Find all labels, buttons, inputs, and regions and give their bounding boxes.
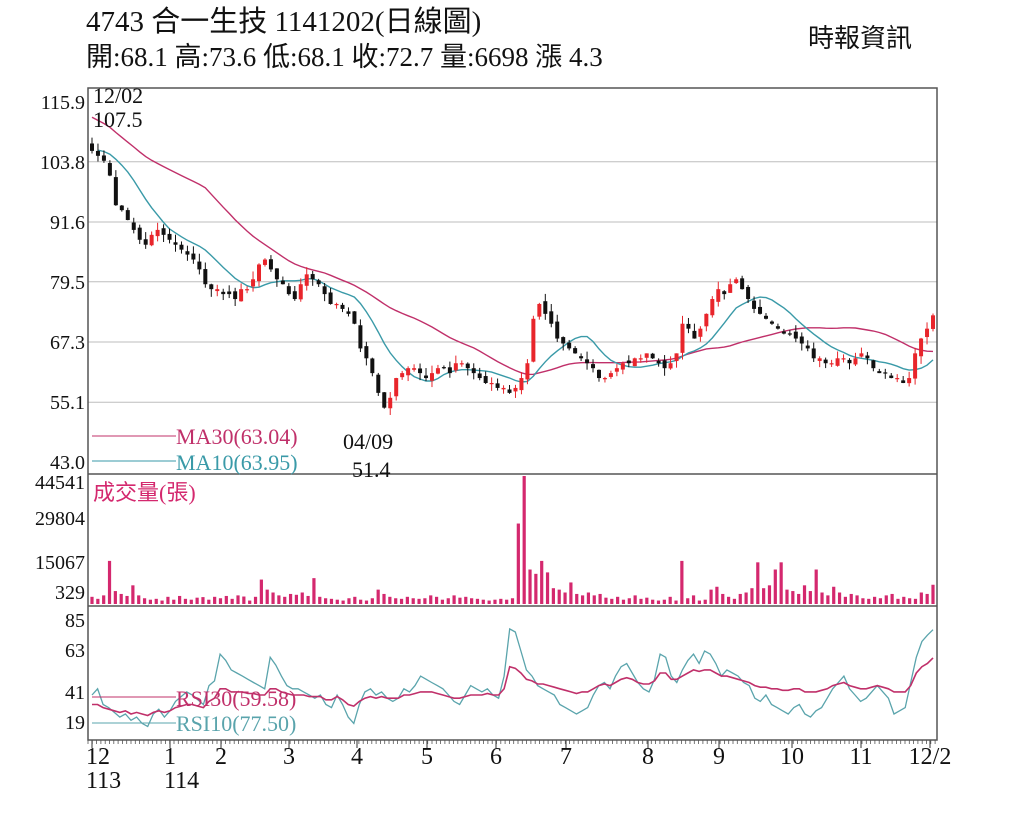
rsi10-legend: RSI10(77.50) <box>176 711 296 736</box>
volume-tick-label: 44541 <box>35 472 85 494</box>
x-tick-label: 2 <box>215 744 227 770</box>
price-tick-label: 115.9 <box>41 92 85 114</box>
high-date: 12/02 <box>93 83 143 108</box>
volume-tick-label: 15067 <box>35 552 85 574</box>
ma30-line <box>91 116 934 376</box>
x-tick-label: 1 <box>164 744 176 770</box>
price-tick-label: 55.1 <box>50 392 85 414</box>
x-tick-label: 9 <box>713 744 725 770</box>
price-tick-label: 43.0 <box>50 452 85 474</box>
rsi30-legend: RSI30(59.58) <box>176 686 296 711</box>
high-value: 107.5 <box>93 107 143 132</box>
x-year-label: 114 <box>164 768 199 794</box>
low-date: 04/09 <box>343 429 393 454</box>
ma30-legend: MA30(63.04) <box>176 424 298 449</box>
volume-tick-label: 29804 <box>35 508 85 530</box>
x-tick-label: 5 <box>421 744 433 770</box>
axis-labels: 115.9103.891.679.567.355.143.04454129804… <box>35 83 951 794</box>
rsi-tick-label: 41 <box>65 682 85 704</box>
x-tick-label: 10 <box>780 744 804 770</box>
x-tick-label: 3 <box>283 744 295 770</box>
ma10-line <box>97 149 934 383</box>
ma10-legend: MA10(63.95) <box>176 450 298 475</box>
price-tick-label: 67.3 <box>50 332 85 354</box>
candlestick-series <box>90 137 935 415</box>
rsi-tick-label: 85 <box>65 610 85 632</box>
x-tick-label: 8 <box>642 744 654 770</box>
brand-label: 時報資訊 <box>808 24 913 54</box>
panel-frames <box>87 87 938 744</box>
price-tick-label: 79.5 <box>50 272 85 294</box>
rsi-tick-label: 63 <box>65 640 85 662</box>
volume-bars <box>90 476 935 604</box>
ohlc-summary: 開:68.1 高:73.6 低:68.1 收:72.7 量:6698 漲 4.3 <box>86 42 603 72</box>
x-tick-label: 12 <box>86 744 110 770</box>
x-year-label: 113 <box>86 768 121 794</box>
x-tick-label: 4 <box>351 744 363 770</box>
rsi-tick-label: 19 <box>65 712 85 734</box>
price-tick-label: 103.8 <box>40 152 85 174</box>
chart-title: 4743 合一生技 1141202(日線圖) <box>86 6 482 38</box>
x-tick-label: 6 <box>490 744 502 770</box>
volume-tick-label: 329 <box>55 582 85 604</box>
rsi-lines <box>91 627 934 728</box>
x-tick-label: 12/2 <box>909 744 952 770</box>
volume-title: 成交量(張) <box>93 480 196 505</box>
low-value: 51.4 <box>352 457 391 482</box>
x-tick-label: 11 <box>849 744 872 770</box>
price-tick-label: 91.6 <box>50 212 85 234</box>
x-tick-label: 7 <box>560 744 572 770</box>
